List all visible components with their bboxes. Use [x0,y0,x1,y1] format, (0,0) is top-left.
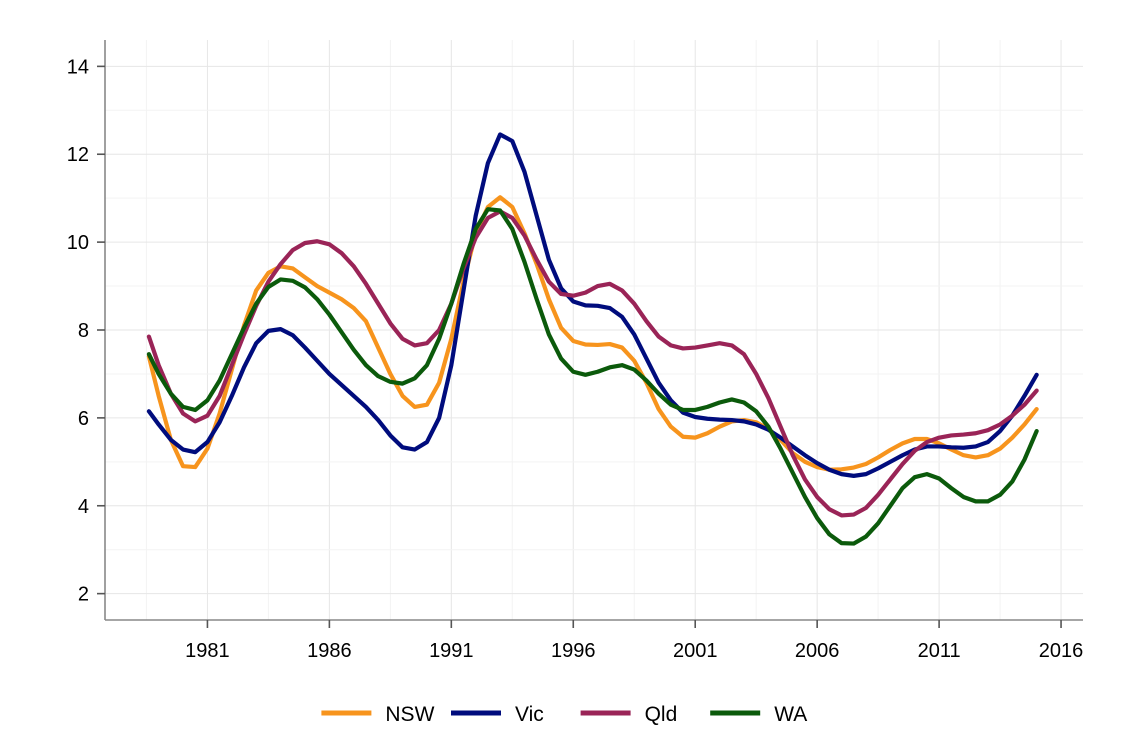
legend-label-qld: Qld [645,703,678,726]
x-axis-ticks: 1981 1986 1991 1996 2001 2006 2011 2016 [185,620,1083,662]
x-tick-label: 2011 [918,640,961,662]
y-tick-label: 4 [78,496,89,518]
legend: NSW Vic Qld WA [321,703,807,726]
x-tick-label: 1981 [185,640,230,662]
series-line-vic [146,132,1039,478]
series-line-qld [146,209,1039,518]
y-tick-label: 12 [67,144,89,166]
x-tick-label: 1991 [429,640,474,662]
y-tick-label: 2 [78,584,89,606]
series-lines [146,132,1039,546]
legend-label-vic: Vic [515,703,544,726]
x-tick-label: 2016 [1039,640,1084,662]
y-axis-ticks: 2 4 6 8 10 12 14 [67,56,105,606]
legend-label-wa: WA [774,703,807,726]
y-tick-label: 8 [78,320,89,342]
x-tick-label: 2006 [795,640,840,662]
y-tick-label: 10 [67,232,89,254]
x-tick-label: 1986 [307,640,352,662]
y-tick-label: 6 [78,408,89,430]
series-line-nsw [146,195,1039,472]
x-tick-label: 1996 [551,640,596,662]
x-tick-label: 2001 [673,640,718,662]
series-line-wa [146,207,1039,546]
y-tick-label: 14 [67,56,89,78]
legend-label-nsw: NSW [385,703,434,726]
